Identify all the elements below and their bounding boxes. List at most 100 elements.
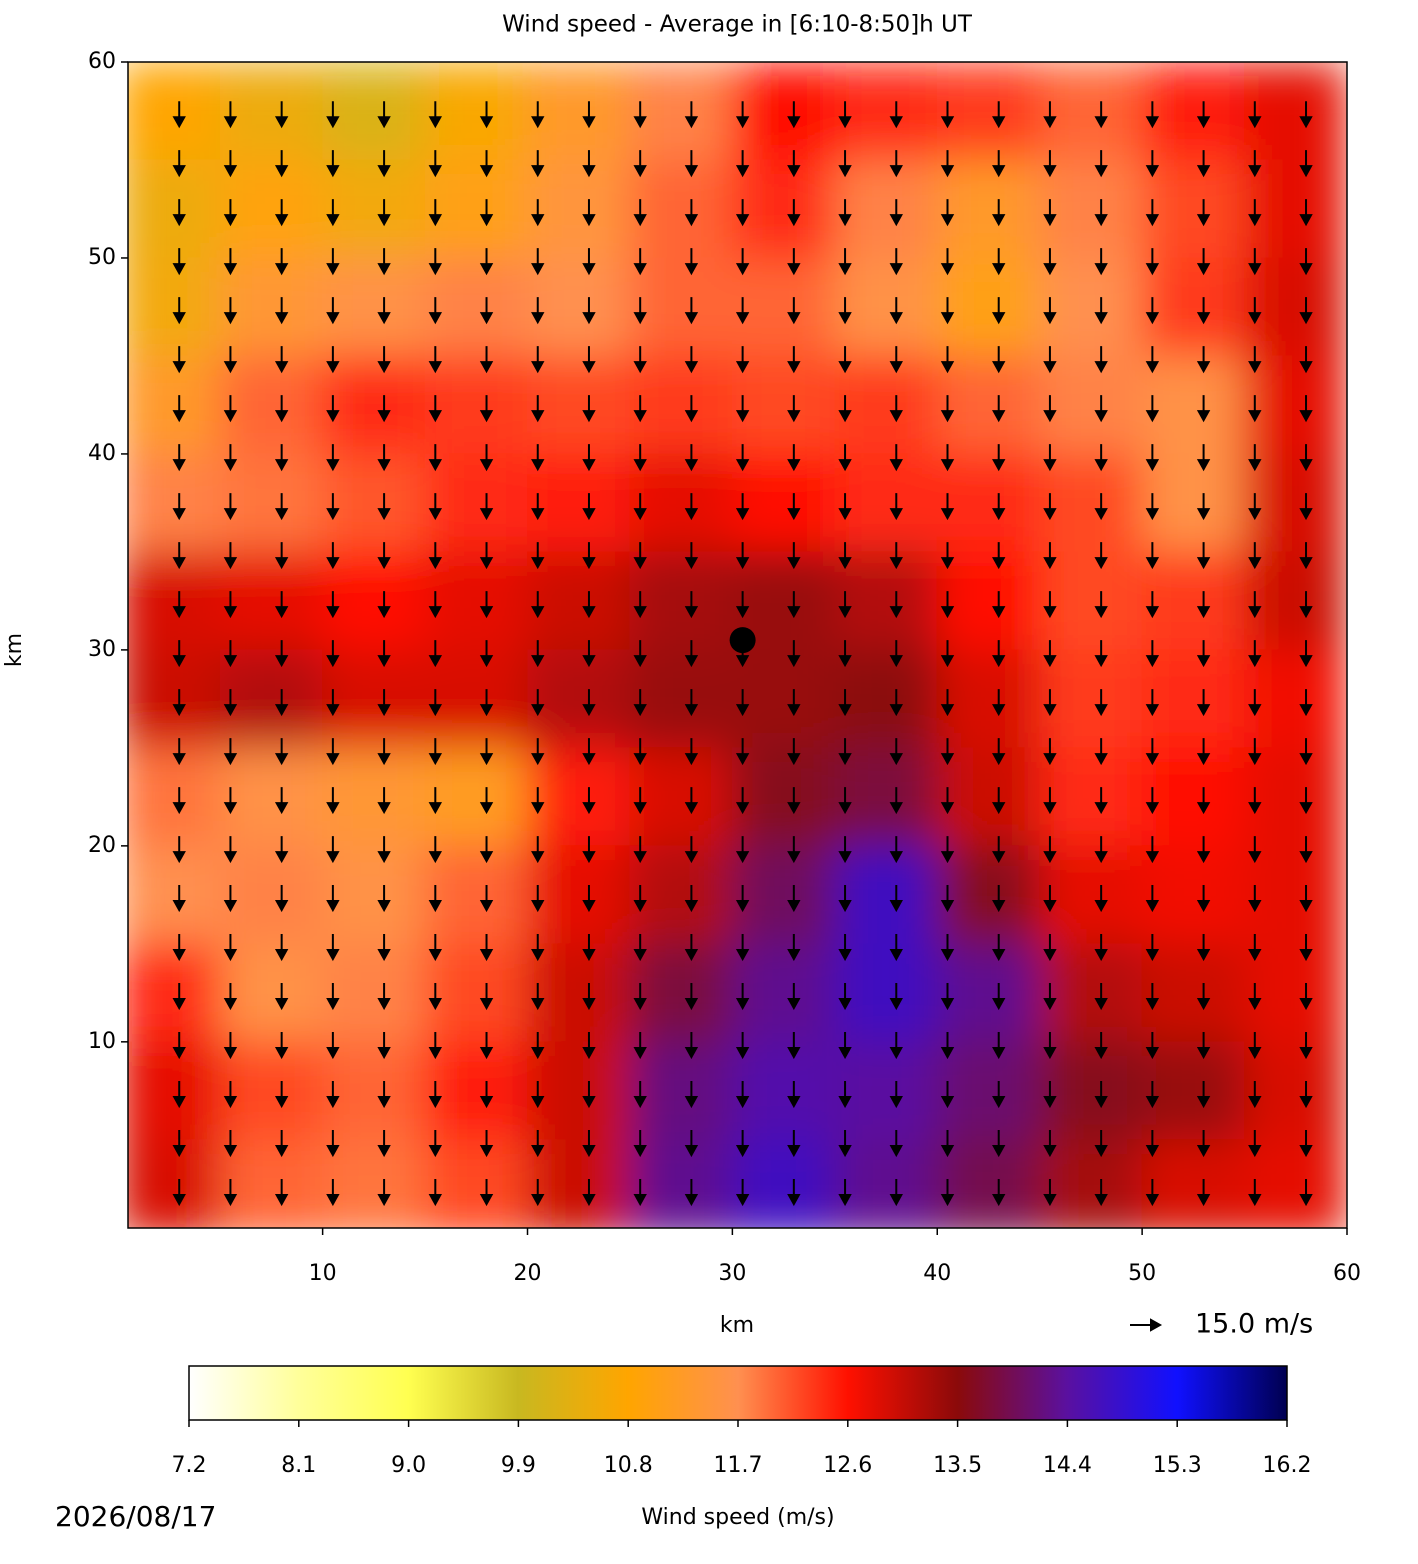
wind-arrow <box>889 297 903 325</box>
wind-arrow <box>1299 395 1313 423</box>
wind-arrow <box>1043 738 1057 766</box>
wind-arrow <box>992 983 1006 1011</box>
wind-arrow <box>992 1130 1006 1158</box>
wind-arrow <box>1043 150 1057 178</box>
field-cell <box>629 159 733 259</box>
wind-arrow <box>787 836 801 864</box>
field-cell <box>219 453 324 553</box>
field-cell <box>128 1041 221 1141</box>
wind-arrow <box>1145 493 1160 521</box>
field-cell <box>1141 1041 1246 1141</box>
field-cell <box>424 453 529 553</box>
wind-arrow <box>479 787 494 815</box>
wind-arrow <box>889 836 903 864</box>
wind-arrow <box>838 934 852 962</box>
wind-arrow <box>1043 1130 1057 1158</box>
colorbar-tick-label: 16.2 <box>1263 1453 1312 1478</box>
wind-arrow <box>787 983 801 1011</box>
wind-arrow <box>428 640 443 668</box>
field-cell <box>128 355 221 455</box>
wind-arrow <box>582 444 596 472</box>
wind-arrow <box>1248 1081 1262 1109</box>
x-tick-label: 50 <box>1128 1261 1156 1286</box>
wind-arrow <box>1299 493 1313 521</box>
wind-arrow <box>940 1032 955 1060</box>
wind-arrow <box>787 542 801 570</box>
wind-arrow <box>1196 1081 1211 1109</box>
field-cell <box>834 845 938 945</box>
wind-arrow <box>326 934 340 962</box>
wind-arrow <box>889 983 903 1011</box>
wind-arrow <box>1043 1179 1057 1207</box>
wind-arrow <box>838 199 852 227</box>
wind-arrow <box>274 1130 289 1158</box>
wind-arrow <box>735 248 750 276</box>
field-cell <box>424 551 529 651</box>
wind-arrow <box>582 150 596 178</box>
wind-arrow <box>1248 101 1262 129</box>
wind-arrow <box>940 738 955 766</box>
wind-arrow <box>1299 885 1313 913</box>
wind-arrow <box>172 297 186 325</box>
field-cell <box>936 747 1041 847</box>
wind-arrow <box>838 885 852 913</box>
wind-arrow <box>479 983 494 1011</box>
y-tick-label: 50 <box>88 245 116 270</box>
wind-arrow <box>377 983 391 1011</box>
wind-arrow <box>684 1179 699 1207</box>
wind-arrow <box>787 1179 801 1207</box>
wind-arrow <box>377 1032 391 1060</box>
wind-arrow <box>838 1130 852 1158</box>
field-cell <box>322 453 426 553</box>
wind-arrow <box>1145 640 1160 668</box>
field-cell <box>1244 845 1347 945</box>
field-cell <box>834 62 938 161</box>
wind-arrow <box>1248 1179 1262 1207</box>
wind-arrow <box>582 297 596 325</box>
wind-arrow <box>1196 248 1211 276</box>
field-cell <box>424 1139 529 1228</box>
wind-arrow <box>1145 1130 1160 1158</box>
colorbar-tick-label: 7.2 <box>172 1453 207 1478</box>
colorbar-tick-label: 8.1 <box>281 1453 316 1478</box>
wind-arrow <box>1196 787 1211 815</box>
field-cell <box>834 1041 938 1141</box>
field-cell <box>1244 943 1347 1043</box>
wind-arrow <box>889 787 903 815</box>
wind-arrow <box>1145 542 1160 570</box>
wind-arrow <box>172 346 186 374</box>
wind-arrow <box>633 493 647 521</box>
wind-arrow <box>684 934 699 962</box>
wind-arrow <box>992 836 1006 864</box>
wind-arrow <box>1196 591 1211 619</box>
field-cell <box>1141 649 1246 749</box>
wind-arrow <box>684 248 699 276</box>
wind-arrow <box>1145 787 1160 815</box>
field-cell <box>322 1041 426 1141</box>
field-cell <box>128 649 221 749</box>
field-cell <box>629 649 733 749</box>
wind-arrow <box>1145 591 1160 619</box>
wind-arrow <box>377 248 391 276</box>
wind-arrow <box>223 934 238 962</box>
colorbar-tick-label: 10.8 <box>604 1453 653 1478</box>
wind-arrow <box>326 983 340 1011</box>
field-cell <box>322 747 426 847</box>
wind-arrow <box>735 1032 750 1060</box>
x-tick-label: 30 <box>718 1261 746 1286</box>
wind-arrow <box>274 787 289 815</box>
wind-arrow <box>889 1081 903 1109</box>
field-cell <box>128 747 221 847</box>
wind-arrow <box>531 248 545 276</box>
cells <box>128 62 1347 1228</box>
wind-arrow <box>735 983 750 1011</box>
wind-arrow <box>531 885 545 913</box>
arrows <box>172 101 1313 1207</box>
wind-arrow <box>633 738 647 766</box>
wind-arrow <box>326 248 340 276</box>
y-tick-label: 30 <box>88 637 116 662</box>
wind-arrow <box>172 493 186 521</box>
wind-arrow <box>1299 640 1313 668</box>
wind-arrow <box>992 542 1006 570</box>
wind-arrow <box>1043 934 1057 962</box>
